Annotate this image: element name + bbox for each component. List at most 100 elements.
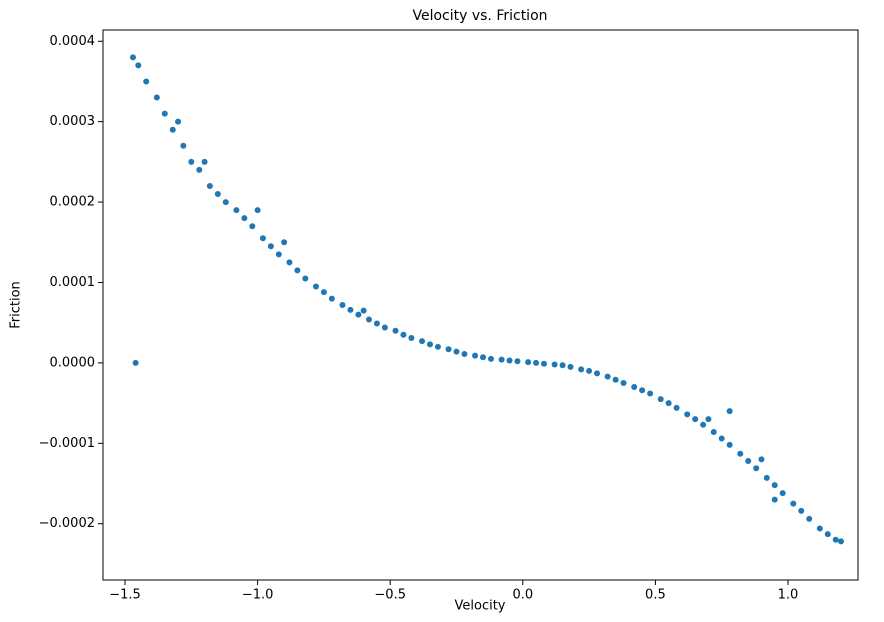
point <box>222 199 229 206</box>
point <box>129 54 136 61</box>
point <box>320 289 327 296</box>
point <box>705 416 712 423</box>
point <box>188 158 195 165</box>
point <box>161 110 168 117</box>
y-tick-label: −0.0002 <box>39 516 95 531</box>
point <box>559 362 566 369</box>
point <box>259 235 266 242</box>
chart-title: Velocity vs. Friction <box>412 8 547 24</box>
point <box>286 259 293 266</box>
point <box>400 331 407 338</box>
axes-frame <box>102 29 859 581</box>
point <box>339 302 346 308</box>
point <box>169 126 176 133</box>
point <box>763 474 770 481</box>
point <box>771 482 778 489</box>
point <box>180 142 187 149</box>
point <box>153 94 160 101</box>
point <box>726 441 733 448</box>
point <box>453 348 460 355</box>
x-tick-label: −1.0 <box>242 588 274 603</box>
point <box>578 366 585 373</box>
point <box>408 334 415 341</box>
point <box>806 515 813 522</box>
point <box>673 404 680 411</box>
point <box>254 207 261 214</box>
point <box>347 306 354 313</box>
point <box>365 316 372 323</box>
point <box>753 465 760 472</box>
point <box>838 538 845 545</box>
point <box>567 363 574 370</box>
point <box>196 166 203 173</box>
y-tick-label: 0.0003 <box>50 114 96 129</box>
point <box>328 295 335 302</box>
point <box>360 307 367 314</box>
point <box>790 500 797 507</box>
x-tick-label: 1.0 <box>778 588 799 603</box>
point <box>392 327 399 334</box>
point <box>426 341 433 348</box>
point <box>620 379 627 386</box>
y-tick-label: 0.0004 <box>50 34 96 49</box>
point <box>419 338 426 345</box>
point <box>267 243 274 250</box>
point <box>824 531 831 538</box>
point <box>533 359 540 366</box>
point <box>700 421 707 428</box>
point <box>506 357 513 364</box>
point <box>514 358 521 365</box>
y-tick-label: 0.0002 <box>50 195 96 210</box>
point <box>233 207 240 214</box>
point <box>758 456 765 463</box>
point <box>586 367 593 374</box>
point <box>206 182 213 189</box>
point <box>461 351 468 358</box>
x-tick-label: −0.5 <box>374 588 406 603</box>
point <box>684 411 691 418</box>
point <box>612 376 619 383</box>
point <box>771 496 778 503</box>
x-tick-label: 0.0 <box>512 588 533 603</box>
point <box>135 62 142 69</box>
point <box>487 355 494 362</box>
point <box>726 408 733 415</box>
point <box>718 435 725 442</box>
y-tick-label: 0.0000 <box>50 355 96 370</box>
y-axis-label: Friction <box>9 281 24 329</box>
point <box>665 400 672 407</box>
point <box>312 283 319 290</box>
point <box>275 251 282 258</box>
point <box>525 359 532 366</box>
point <box>710 429 717 436</box>
point <box>498 356 505 363</box>
point <box>175 118 182 125</box>
y-tick-label: −0.0001 <box>39 436 95 451</box>
point <box>302 275 309 282</box>
point <box>201 158 208 165</box>
point <box>241 215 248 222</box>
point <box>373 320 380 327</box>
point <box>132 359 139 366</box>
point <box>779 490 786 497</box>
point <box>472 352 479 359</box>
point <box>434 343 441 350</box>
x-tick-label: −1.5 <box>109 588 141 603</box>
point <box>832 536 839 543</box>
point <box>143 78 150 85</box>
point <box>294 267 301 274</box>
point <box>657 396 664 403</box>
point <box>631 384 638 391</box>
point <box>249 223 256 230</box>
point <box>737 450 744 457</box>
point <box>551 361 558 368</box>
point <box>355 311 362 318</box>
point <box>816 525 823 532</box>
point <box>639 387 646 394</box>
point <box>647 390 654 397</box>
point <box>445 346 452 353</box>
x-tick-label: 0.5 <box>645 588 666 603</box>
y-tick-label: 0.0001 <box>50 275 96 290</box>
point <box>480 354 487 361</box>
